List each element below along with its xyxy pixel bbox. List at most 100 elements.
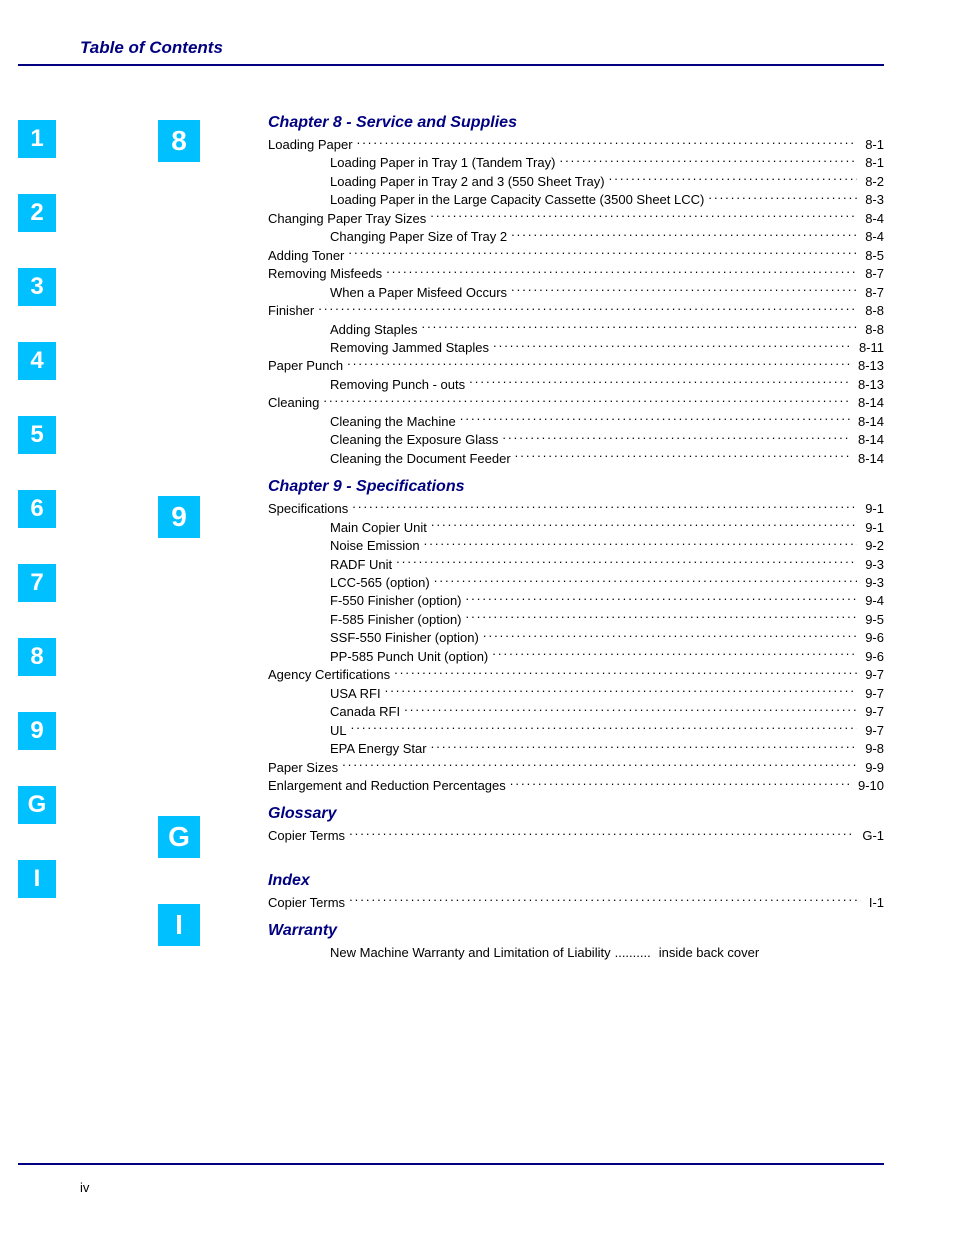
- toc-leader-dots: [349, 894, 861, 907]
- toc-entry[interactable]: Enlargement and Reduction Percentages9-1…: [268, 777, 884, 795]
- toc-entry[interactable]: Cleaning the Exposure Glass8-14: [268, 431, 884, 449]
- left-tab-4[interactable]: 4: [18, 342, 56, 380]
- left-tab-2[interactable]: 2: [18, 194, 56, 232]
- toc-entry-page: 9-3: [861, 574, 884, 592]
- toc-entry[interactable]: SSF-550 Finisher (option)9-6: [268, 629, 884, 647]
- toc-entry[interactable]: Removing Jammed Staples8-11: [268, 339, 884, 357]
- toc-entry-label: UL: [330, 722, 347, 740]
- toc-leader-dots: [386, 265, 857, 278]
- toc-entry[interactable]: Paper Sizes9-9: [268, 759, 884, 777]
- left-tab-1[interactable]: 1: [18, 120, 56, 158]
- section-tab-I[interactable]: I: [158, 904, 200, 946]
- toc-entry[interactable]: Noise Emission9-2: [268, 537, 884, 555]
- toc-entry-page: 9-6: [861, 648, 884, 666]
- toc-entry[interactable]: Finisher8-8: [268, 302, 884, 320]
- toc-entry-page: 9-2: [861, 537, 884, 555]
- toc-entry-label: LCC-565 (option): [330, 574, 430, 592]
- toc-leader-dots: [348, 247, 857, 260]
- toc-entry[interactable]: RADF Unit9-3: [268, 556, 884, 574]
- toc-leader-dots: [351, 722, 858, 735]
- toc-entry[interactable]: Specifications9-1: [268, 500, 884, 518]
- toc-entry[interactable]: Cleaning8-14: [268, 394, 884, 412]
- toc-entry-label: When a Paper Misfeed Occurs: [330, 284, 507, 302]
- toc-entry[interactable]: Copier Terms I-1: [268, 894, 884, 912]
- toc-entry-page: 8-1: [861, 154, 884, 172]
- toc-entry[interactable]: Removing Misfeeds8-7: [268, 265, 884, 283]
- toc-entry[interactable]: Changing Paper Tray Sizes8-4: [268, 210, 884, 228]
- toc-leader-dots: [347, 357, 850, 370]
- toc-entry[interactable]: New Machine Warranty and Limitation of L…: [268, 944, 884, 962]
- toc-entry-page: 8-11: [855, 339, 884, 357]
- toc-entry[interactable]: Copier TermsG-1: [268, 827, 884, 845]
- toc-entry-label: Agency Certifications: [268, 666, 390, 684]
- toc-entry-label: USA RFI: [330, 685, 381, 703]
- toc-entry[interactable]: USA RFI9-7: [268, 685, 884, 703]
- toc-entry[interactable]: F-585 Finisher (option) 9-5: [268, 611, 884, 629]
- toc-entry-label: Copier Terms: [268, 894, 345, 912]
- toc-section: Index Copier Terms I-1: [268, 872, 884, 912]
- left-tab-G[interactable]: G: [18, 786, 56, 824]
- toc-entry-label: Main Copier Unit: [330, 519, 427, 537]
- toc-leader-dots: [559, 154, 857, 167]
- toc-entry[interactable]: Loading Paper in the Large Capacity Cass…: [268, 191, 884, 209]
- section-tab-9[interactable]: 9: [158, 496, 200, 538]
- toc-entry-page: 9-5: [861, 611, 884, 629]
- toc-entry[interactable]: When a Paper Misfeed Occurs8-7: [268, 284, 884, 302]
- toc-entry-page: inside back cover: [655, 944, 759, 962]
- section-tab-G[interactable]: G: [158, 816, 200, 858]
- left-tab-9[interactable]: 9: [18, 712, 56, 750]
- page-title: Table of Contents: [80, 38, 884, 58]
- toc-entry[interactable]: Agency Certifications9-7: [268, 666, 884, 684]
- toc-entry[interactable]: UL9-7: [268, 722, 884, 740]
- toc-leader-dots: [323, 394, 850, 407]
- left-tab-7[interactable]: 7: [18, 564, 56, 602]
- toc-entry[interactable]: Adding Toner8-5: [268, 247, 884, 265]
- toc-entry[interactable]: Cleaning the Document Feeder8-14: [268, 450, 884, 468]
- toc-entry[interactable]: Cleaning the Machine8-14: [268, 413, 884, 431]
- toc-entry-page: 8-14: [854, 431, 884, 449]
- toc-entry[interactable]: Loading Paper in Tray 1 (Tandem Tray)8-1: [268, 154, 884, 172]
- toc-entry-label: F-585 Finisher (option): [330, 611, 462, 629]
- toc-leader-dots: [394, 666, 857, 679]
- toc-entry[interactable]: Main Copier Unit9-1: [268, 519, 884, 537]
- toc-leader-dots: [352, 500, 857, 513]
- section-tab-8[interactable]: 8: [158, 120, 200, 162]
- toc-entry[interactable]: Removing Punch - outs8-13: [268, 376, 884, 394]
- toc-entry-page: 9-7: [861, 703, 884, 721]
- toc-entry-page: I-1: [865, 894, 884, 912]
- toc-entry[interactable]: LCC-565 (option) 9-3: [268, 574, 884, 592]
- toc-entry[interactable]: Loading Paper in Tray 2 and 3 (550 Sheet…: [268, 173, 884, 191]
- left-tab-3[interactable]: 3: [18, 268, 56, 306]
- toc-entry[interactable]: F-550 Finisher (option) 9-4: [268, 592, 884, 610]
- toc-entry-page: 9-6: [861, 629, 884, 647]
- toc-entry[interactable]: Changing Paper Size of Tray 28-4: [268, 228, 884, 246]
- left-tab-8[interactable]: 8: [18, 638, 56, 676]
- toc-leader-dots: [421, 321, 857, 334]
- section-title: Index: [268, 872, 884, 890]
- left-tab-6[interactable]: 6: [18, 490, 56, 528]
- toc-entry-page: 8-4: [861, 228, 884, 246]
- toc-entry-page: 8-4: [861, 210, 884, 228]
- toc-entry[interactable]: EPA Energy Star9-8: [268, 740, 884, 758]
- toc-entry-page: 8-3: [861, 191, 884, 209]
- toc-entry-page: 8-8: [861, 302, 884, 320]
- toc-entry-label: Canada RFI: [330, 703, 400, 721]
- toc-entry[interactable]: Paper Punch8-13: [268, 357, 884, 375]
- toc-entry-page: 8-13: [854, 376, 884, 394]
- toc-entry-page: 9-9: [861, 759, 884, 777]
- left-tab-5[interactable]: 5: [18, 416, 56, 454]
- toc-leader-dots: [515, 450, 850, 463]
- toc-entry-label: F-550 Finisher (option): [330, 592, 462, 610]
- toc-entry-page: 8-5: [861, 247, 884, 265]
- toc-entry-page: 9-4: [861, 592, 884, 610]
- left-tab-I[interactable]: I: [18, 860, 56, 898]
- toc-entry[interactable]: PP-585 Punch Unit (option)9-6: [268, 648, 884, 666]
- toc-section: Chapter 9 - SpecificationsSpecifications…: [268, 478, 884, 795]
- toc-leader-dots: [396, 556, 857, 569]
- toc-entry-label: Cleaning the Machine: [330, 413, 456, 431]
- toc-leader-dots: [342, 759, 857, 772]
- toc-entry[interactable]: Loading Paper8-1: [268, 136, 884, 154]
- toc-entry-page: 8-7: [861, 265, 884, 283]
- toc-entry[interactable]: Adding Staples8-8: [268, 321, 884, 339]
- toc-entry[interactable]: Canada RFI 9-7: [268, 703, 884, 721]
